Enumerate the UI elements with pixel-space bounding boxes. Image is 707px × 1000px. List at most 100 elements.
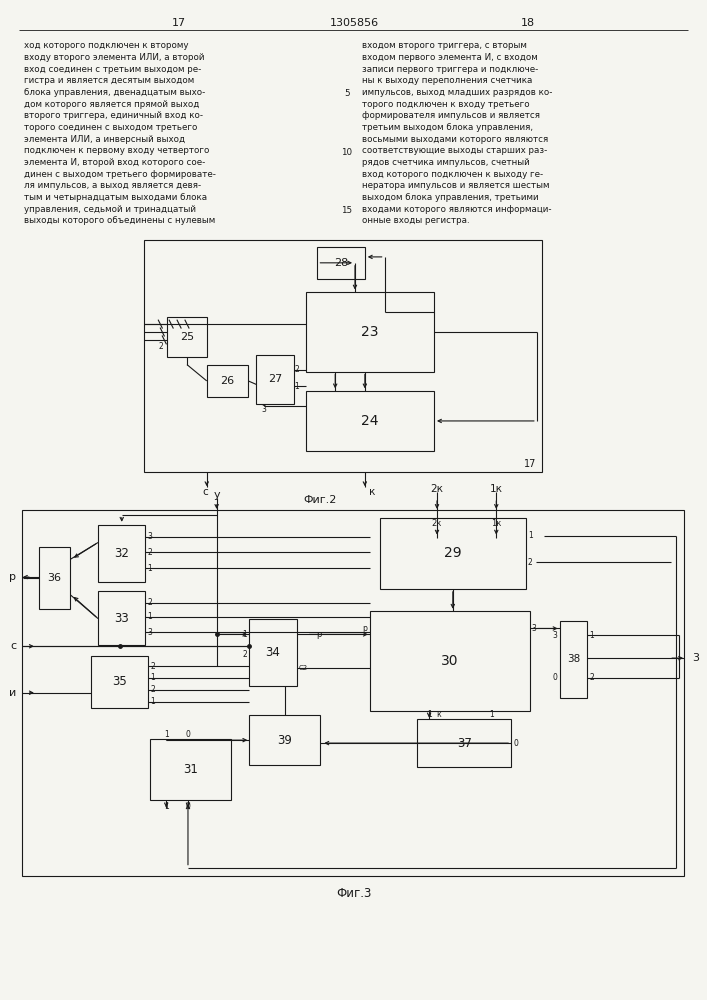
Text: 2к: 2к <box>432 519 442 528</box>
Text: 2: 2 <box>158 342 163 351</box>
Text: 3: 3 <box>692 653 699 663</box>
Text: 1305856: 1305856 <box>329 18 378 28</box>
Text: и: и <box>8 688 16 698</box>
Bar <box>144 240 542 472</box>
Text: дом которого является прямой выход: дом которого является прямой выход <box>24 100 199 109</box>
Text: торого подключен к входу третьего: торого подключен к входу третьего <box>362 100 530 109</box>
Text: 17: 17 <box>172 18 186 28</box>
Bar <box>305 391 434 451</box>
Text: рядов счетчика импульсов, счетный: рядов счетчика импульсов, счетный <box>362 158 530 167</box>
Text: р: р <box>317 630 322 639</box>
Text: вход соединен с третьим выходом ре-: вход соединен с третьим выходом ре- <box>24 65 201 74</box>
Text: 3: 3 <box>262 405 267 414</box>
Text: 2: 2 <box>148 548 152 557</box>
Text: 26: 26 <box>221 376 235 386</box>
Text: р: р <box>9 572 16 582</box>
Text: 2: 2 <box>295 365 300 374</box>
Bar <box>151 739 231 800</box>
Text: тым и четырнадцатым выходами блока: тым и четырнадцатым выходами блока <box>24 193 207 202</box>
Text: р: р <box>362 624 367 633</box>
Text: 2: 2 <box>243 650 247 659</box>
Text: 1: 1 <box>151 697 155 706</box>
Text: с: с <box>10 641 16 651</box>
Text: входом первого элемента И, с входом: входом первого элемента И, с входом <box>362 53 537 62</box>
Text: 18: 18 <box>521 18 535 28</box>
Text: 1к: 1к <box>490 484 503 494</box>
Text: вход которого подключен к выходу ге-: вход которого подключен к выходу ге- <box>362 170 543 179</box>
Text: 3: 3 <box>148 628 152 637</box>
Text: 1: 1 <box>164 730 168 739</box>
Bar <box>305 292 434 372</box>
Bar <box>380 518 526 589</box>
Text: Фиг.2: Фиг.2 <box>304 495 337 505</box>
Text: 24: 24 <box>361 414 378 428</box>
Text: 0: 0 <box>185 802 190 811</box>
Text: 2: 2 <box>151 685 155 694</box>
Text: 0: 0 <box>513 739 518 748</box>
Bar <box>98 591 146 645</box>
Text: 1: 1 <box>489 710 493 719</box>
Text: онные входы регистра.: онные входы регистра. <box>362 216 469 225</box>
Text: импульсов, выход младших разрядов ко-: импульсов, выход младших разрядов ко- <box>362 88 552 97</box>
Text: 28: 28 <box>334 258 349 268</box>
Bar <box>256 355 293 404</box>
Text: подключен к первому входу четвертого: подключен к первому входу четвертого <box>24 146 209 155</box>
Text: динен с выходом третьего формировате-: динен с выходом третьего формировате- <box>24 170 216 179</box>
Text: входу второго элемента ИЛИ, а второй: входу второго элемента ИЛИ, а второй <box>24 53 204 62</box>
Text: управления, седьмой и тринадцатый: управления, седьмой и тринадцатый <box>24 205 196 214</box>
Bar <box>370 611 530 711</box>
Bar <box>98 525 146 582</box>
Text: 3: 3 <box>553 631 558 640</box>
Text: выходом блока управления, третьими: выходом блока управления, третьими <box>362 193 539 202</box>
Bar <box>168 317 206 357</box>
Text: к: к <box>369 487 375 497</box>
Text: соответствующие выходы старших раз-: соответствующие выходы старших раз- <box>362 146 547 155</box>
Text: 38: 38 <box>567 654 580 664</box>
Text: с: с <box>202 487 208 497</box>
Bar <box>22 510 684 876</box>
Text: 2: 2 <box>589 673 594 682</box>
Text: 1: 1 <box>528 531 532 540</box>
Text: 1: 1 <box>148 564 152 573</box>
Text: к: к <box>437 710 441 719</box>
Text: второго триггера, единичный вход ко-: второго триггера, единичный вход ко- <box>24 111 203 120</box>
Text: 1: 1 <box>427 710 431 719</box>
Text: ля импульсов, а выход является девя-: ля импульсов, а выход является девя- <box>24 181 201 190</box>
Text: у: у <box>214 490 220 500</box>
Text: 1: 1 <box>151 673 155 682</box>
Text: 33: 33 <box>115 612 129 625</box>
Bar <box>206 365 248 397</box>
Text: 2к: 2к <box>431 484 443 494</box>
Text: ны к выходу переполнения счетчика: ны к выходу переполнения счетчика <box>362 76 532 85</box>
Bar <box>91 656 148 708</box>
Bar <box>250 619 297 686</box>
Text: элемента ИЛИ, а инверсный выход: элемента ИЛИ, а инверсный выход <box>24 135 185 144</box>
Text: Фиг.3: Фиг.3 <box>337 887 372 900</box>
Text: 2: 2 <box>151 662 155 671</box>
Text: записи первого триггера и подключе-: записи первого триггера и подключе- <box>362 65 538 74</box>
Bar <box>559 621 588 698</box>
Text: 29: 29 <box>444 546 462 560</box>
Text: торого соединен с выходом третьего: торого соединен с выходом третьего <box>24 123 197 132</box>
Text: 1: 1 <box>243 630 247 639</box>
Text: 1: 1 <box>164 802 168 811</box>
Text: гистра и является десятым выходом: гистра и является десятым выходом <box>24 76 194 85</box>
Text: 3: 3 <box>148 532 152 541</box>
Text: третьим выходом блока управления,: третьим выходом блока управления, <box>362 123 533 132</box>
Text: 1: 1 <box>295 382 300 391</box>
Text: элемента И, второй вход которого сое-: элемента И, второй вход которого сое- <box>24 158 205 167</box>
Text: 0: 0 <box>553 673 558 682</box>
Text: нератора импульсов и является шестым: нератора импульсов и является шестым <box>362 181 549 190</box>
Text: 27: 27 <box>268 374 282 384</box>
Text: 36: 36 <box>47 573 62 583</box>
Text: 23: 23 <box>361 325 378 339</box>
Text: 10: 10 <box>341 148 353 157</box>
Text: 15: 15 <box>341 206 353 215</box>
Text: блока управления, двенадцатым выхо-: блока управления, двенадцатым выхо- <box>24 88 205 97</box>
Text: 2: 2 <box>528 558 532 567</box>
Text: C2: C2 <box>298 665 308 671</box>
Text: 0: 0 <box>185 730 190 739</box>
Text: 34: 34 <box>266 646 281 659</box>
Text: 37: 37 <box>457 737 472 750</box>
Bar <box>250 715 320 765</box>
